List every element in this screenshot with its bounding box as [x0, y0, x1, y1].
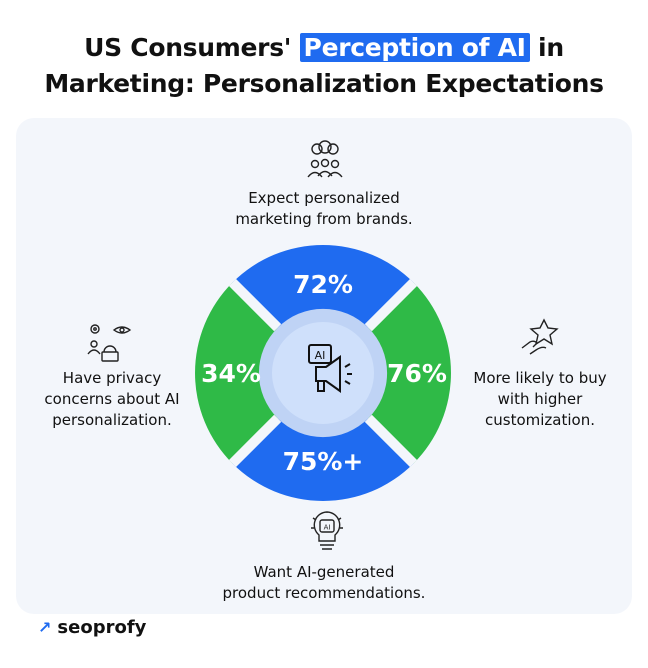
top-segment	[232, 245, 414, 328]
customer-feedback-icon	[307, 140, 343, 178]
ai-megaphone-icon: AI	[308, 344, 352, 393]
page-title: US Consumers' Perception of AI in Market…	[0, 30, 648, 102]
bottom-segment-label: Want AI-generated product recommendation…	[222, 563, 426, 602]
title-line-1: US Consumers' Perception of AI in	[0, 30, 648, 66]
center-disc	[262, 312, 384, 434]
center-ai-badge: AI	[315, 349, 326, 362]
right-segment-value: 76%	[387, 359, 447, 388]
top-segment-value: 72%	[293, 270, 353, 299]
hand-star-icon	[521, 318, 559, 355]
title-text-before: US Consumers'	[84, 33, 292, 62]
bottom-segment	[232, 418, 414, 501]
arrow-up-right-icon: ↗	[38, 618, 52, 637]
right-segment-label: More likely to buy with higher customiza…	[473, 369, 607, 429]
segment-ring: AI 72% 76% 75%+ 34%	[195, 245, 451, 501]
brand-logo: ↗ seoprofy	[38, 617, 146, 638]
title-highlight: Perception of AI	[299, 33, 530, 62]
bottom-segment-value: 75%+	[283, 447, 364, 476]
svg-text:AI: AI	[324, 524, 331, 532]
left-segment-label: Have privacy concerns about AI personali…	[44, 369, 180, 429]
left-segment	[195, 282, 278, 464]
ai-lightbulb-icon: AI	[311, 511, 343, 550]
title-line-2: Marketing: Personalization Expectations	[44, 69, 604, 98]
right-segment	[368, 282, 451, 464]
privacy-lock-icon	[87, 324, 132, 362]
top-segment-label: Expect personalized marketing from brand…	[235, 189, 413, 228]
title-text-after: in	[538, 33, 564, 62]
brand-name: seoprofy	[57, 617, 147, 638]
left-segment-value: 34%	[201, 359, 261, 388]
